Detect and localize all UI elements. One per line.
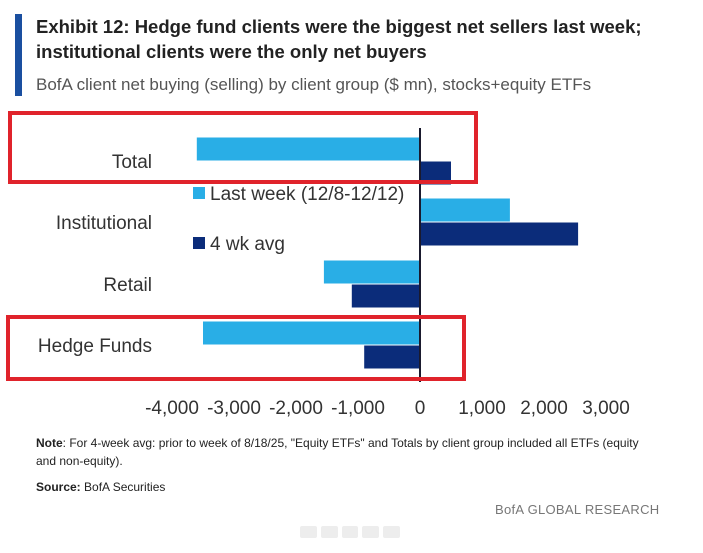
category-label-retail: Retail — [103, 275, 152, 296]
highlight-box-total — [8, 111, 478, 184]
x-tick-label: -3,000 — [207, 398, 261, 419]
bar-retail-series-1 — [323, 260, 420, 284]
legend-swatch-2 — [193, 237, 205, 249]
legend-swatch-1 — [193, 187, 205, 199]
source-text: BofA Securities — [80, 480, 166, 494]
bar-hedge-funds-series-2 — [364, 345, 420, 369]
bar-hedge-funds-series-1 — [203, 321, 420, 345]
note-text: : For 4-week avg: prior to week of 8/18/… — [36, 436, 639, 468]
chart-source: Source: BofA Securities — [36, 480, 165, 494]
x-tick-label: -2,000 — [269, 398, 323, 419]
title-accent-bar — [15, 14, 22, 96]
category-label-total: Total — [112, 152, 152, 173]
chart-subtitle: BofA client net buying (selling) by clie… — [36, 75, 592, 94]
bar-retail-series-2 — [351, 284, 420, 308]
chart-note: Note: For 4-week avg: prior to week of 8… — [36, 434, 656, 470]
x-tick-label: 1,000 — [458, 398, 506, 419]
bar-institutional-series-2 — [420, 222, 579, 246]
chart-title: Exhibit 12: Hedge fund clients were the … — [36, 16, 642, 62]
x-tick-label: -4,000 — [145, 398, 199, 419]
note-label: Note — [36, 436, 63, 450]
x-tick-label: -1,000 — [331, 398, 385, 419]
category-label-hedge-funds: Hedge Funds — [38, 336, 152, 357]
source-label: Source: — [36, 480, 81, 494]
highlight-box-hedge-funds — [6, 315, 466, 381]
bar-total-series-1 — [196, 137, 420, 161]
branding-label: BofA GLOBAL RESEARCH — [495, 502, 660, 517]
bar-institutional-series-1 — [420, 198, 510, 222]
caption-placeholder — [300, 526, 400, 538]
x-tick-label: 2,000 — [520, 398, 568, 419]
bar-total-series-2 — [420, 161, 451, 185]
x-tick-label: 0 — [415, 398, 426, 419]
legend-label-2: 4 wk avg — [210, 234, 285, 255]
x-tick-label: 3,000 — [582, 398, 630, 419]
legend-label-1: Last week (12/8-12/12) — [210, 184, 404, 205]
category-label-institutional: Institutional — [56, 213, 152, 234]
